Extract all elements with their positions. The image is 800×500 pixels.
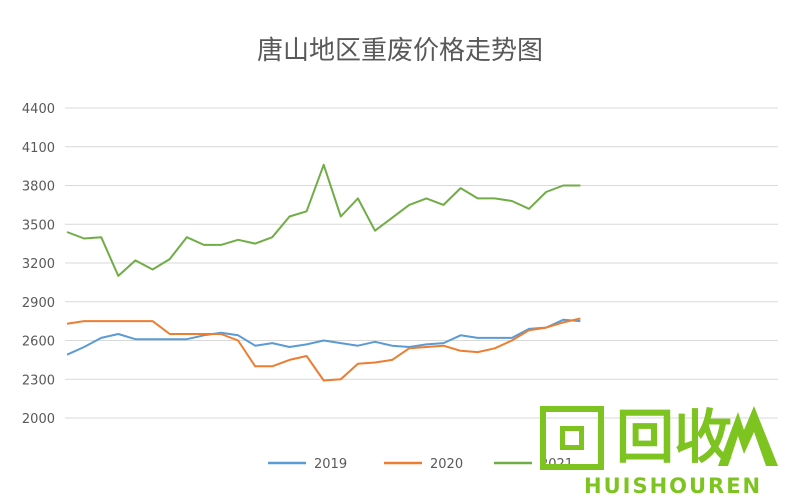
series-line-2019: [66, 318, 581, 356]
logo-characters: 回收: [616, 403, 733, 471]
y-tick-label: 2000: [22, 412, 55, 427]
legend-label-2020: 2020: [430, 457, 463, 472]
y-tick-label: 4100: [22, 141, 55, 156]
y-tick-label: 2300: [22, 373, 55, 388]
y-tick-label: 3200: [22, 257, 55, 272]
logo-person-icon: [718, 406, 778, 466]
series-line-2020: [66, 317, 581, 382]
logo-square-icon: [540, 406, 604, 470]
y-tick-label: 4400: [22, 102, 55, 117]
chart-title: 唐山地区重废价格走势图: [256, 36, 543, 66]
y-tick-label: 2900: [22, 296, 55, 311]
logo-brand: HUISHOUREN: [584, 474, 763, 498]
y-tick-label: 2600: [22, 335, 55, 350]
series-line-2021: [66, 163, 581, 277]
y-tick-label: 3500: [22, 218, 55, 233]
huishouren-logo: 回收 HUISHOUREN: [540, 402, 790, 498]
y-tick-label: 3800: [22, 180, 55, 195]
legend-label-2019: 2019: [314, 457, 347, 472]
